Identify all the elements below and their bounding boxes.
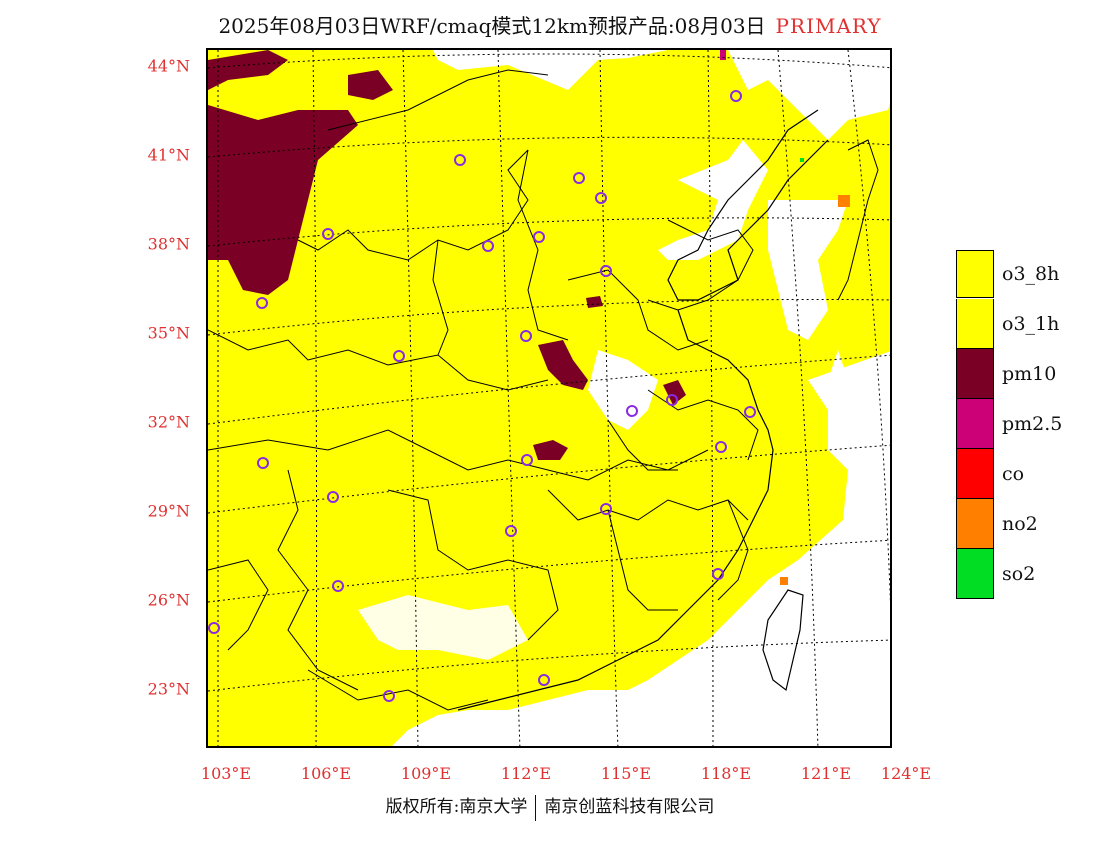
lon-label-103: 103°E bbox=[200, 764, 252, 783]
legend-item-o3-1h: o3_1h bbox=[956, 299, 1062, 349]
lat-label-35: 35°N bbox=[147, 323, 190, 343]
taiwan-outline bbox=[762, 589, 804, 692]
legend-swatch bbox=[956, 499, 994, 549]
lat-label-41: 41°N bbox=[147, 145, 190, 165]
coastline bbox=[457, 109, 829, 711]
legend-item-pm25: pm2.5 bbox=[956, 399, 1062, 449]
pm10-hubei bbox=[533, 440, 568, 460]
lon-label-115: 115°E bbox=[600, 764, 652, 783]
lon-label-106: 106°E bbox=[300, 764, 352, 783]
clean-area-yellow-sea bbox=[768, 200, 848, 340]
pm10-north-patch bbox=[348, 70, 393, 100]
legend-label: so2 bbox=[1002, 563, 1036, 585]
legend-label: pm10 bbox=[1002, 363, 1057, 385]
lon-label-118: 118°E bbox=[700, 764, 752, 783]
legend-item-no2: no2 bbox=[956, 499, 1062, 549]
clean-area-south bbox=[358, 595, 528, 660]
copyright-right: 南京创蓝科技有限公司 bbox=[544, 797, 715, 817]
title-text: 2025年08月03日WRF/cmaq模式12km预报产品:08月03日 bbox=[218, 14, 766, 38]
page-title: 2025年08月03日WRF/cmaq模式12km预报产品:08月03日 PRIM… bbox=[0, 10, 1100, 39]
legend-label: no2 bbox=[1002, 513, 1038, 535]
lat-label-23: 23°N bbox=[147, 679, 190, 699]
pollution-map bbox=[208, 50, 890, 746]
legend-label: o3_1h bbox=[1002, 313, 1060, 335]
legend-swatch bbox=[956, 549, 994, 599]
primary-tag: PRIMARY bbox=[775, 14, 882, 38]
pm10-central bbox=[538, 340, 588, 390]
lat-label-29: 29°N bbox=[147, 501, 190, 521]
pm10-anhui bbox=[663, 380, 686, 405]
lat-label-32: 32°N bbox=[147, 412, 190, 432]
boundaries bbox=[208, 69, 759, 711]
legend-swatch bbox=[956, 349, 994, 399]
legend-item-co: co bbox=[956, 449, 1062, 499]
lat-label-38: 38°N bbox=[147, 234, 190, 254]
clean-area-central bbox=[588, 350, 658, 430]
legend-label: co bbox=[1002, 463, 1025, 485]
clean-area-bohai bbox=[658, 140, 768, 260]
so2-cell bbox=[800, 158, 804, 162]
legend-item-o3-8h: o3_8h bbox=[956, 249, 1062, 299]
korea-outline bbox=[837, 139, 879, 301]
legend-swatch bbox=[956, 399, 994, 449]
legend-item-so2: so2 bbox=[956, 549, 1062, 599]
copyright-left: 版权所有:南京大学 bbox=[385, 797, 528, 817]
no2-cell-taiwan-strait bbox=[780, 577, 788, 585]
lat-label-44: 44°N bbox=[147, 56, 190, 76]
lat-label-26: 26°N bbox=[147, 590, 190, 610]
copyright-footer: 版权所有:南京大学 南京创蓝科技有限公司 bbox=[0, 792, 1100, 821]
station-markers bbox=[208, 90, 756, 702]
lon-label-121: 121°E bbox=[800, 764, 852, 783]
legend-swatch bbox=[956, 449, 994, 499]
pm10-shandong bbox=[586, 296, 603, 308]
map-frame[interactable] bbox=[206, 48, 892, 748]
footer-separator bbox=[535, 794, 537, 821]
legend-label: o3_8h bbox=[1002, 263, 1060, 285]
pm25-cell-north bbox=[720, 50, 726, 60]
legend-swatch bbox=[956, 299, 994, 349]
legend-label: pm2.5 bbox=[1002, 413, 1063, 435]
clean-area-east bbox=[629, 351, 890, 746]
lon-label-112: 112°E bbox=[500, 764, 552, 783]
legend-item-pm10: pm10 bbox=[956, 349, 1062, 399]
lon-label-109: 109°E bbox=[400, 764, 452, 783]
pm10-northwest-large bbox=[208, 105, 358, 295]
no2-cell-yellow-sea bbox=[838, 195, 850, 207]
lon-label-124: 124°E bbox=[880, 764, 932, 783]
pm10-northwest bbox=[208, 50, 288, 90]
legend-swatch bbox=[956, 250, 994, 298]
legend: o3_8h o3_1h pm10 pm2.5 co no2 so2 bbox=[956, 249, 1062, 599]
